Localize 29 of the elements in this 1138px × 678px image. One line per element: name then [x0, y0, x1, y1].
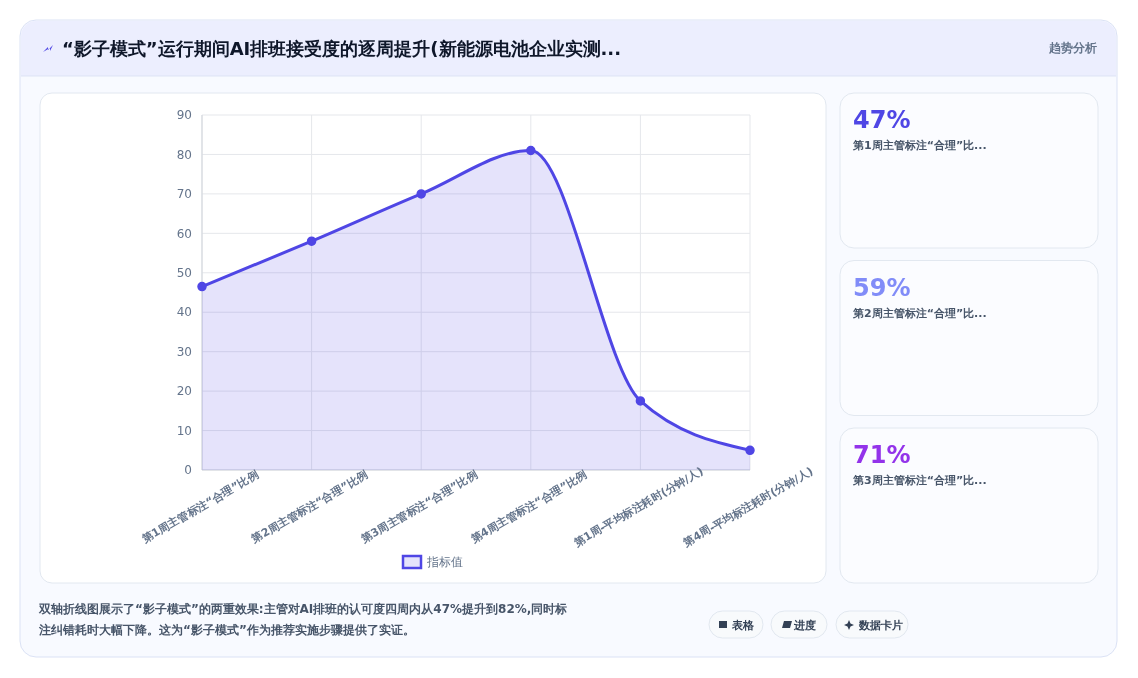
text: 第1周主管标注“合理”比...	[852, 139, 987, 152]
point	[745, 445, 755, 456]
point	[635, 396, 646, 406]
text: 第3周主管标注“合理”比...	[852, 474, 987, 487]
y-tick-label: 50	[176, 265, 192, 280]
text: 双轴折线图展示了“影子模式”的两重效果:主管对AI排班的认可度四周内从47%提升到82%,同时标注纠错耗时大幅下降。这为“影子模式”作为推荐实施步骤提供了实证。	[38, 602, 568, 637]
text: 表格	[731, 618, 755, 632]
text: 趋势分析	[1048, 41, 1097, 55]
text: 59%	[853, 273, 911, 302]
legend-label: 指标值	[426, 555, 463, 570]
point	[197, 281, 207, 292]
point	[526, 145, 536, 156]
y-tick-label: 60	[176, 226, 192, 241]
text: 47%	[853, 106, 911, 134]
y-tick-label: 10	[176, 423, 192, 438]
y-tick-label: 20	[176, 384, 192, 399]
point	[306, 236, 317, 246]
text: 第2周主管标注“合理”比...	[852, 306, 987, 320]
y-tick-label: 0	[184, 463, 192, 478]
text: 数据卡片	[858, 618, 903, 632]
y-tick-label: 30	[176, 344, 192, 359]
y-tick-label: 90	[176, 108, 192, 123]
text: 进度	[793, 618, 816, 632]
y-tick-label: 70	[176, 187, 192, 202]
chart-title: “影子模式”运行期间AI排班接受度的逐周提升(新能源电池企业实测...	[62, 38, 622, 59]
point	[416, 189, 426, 199]
text: 71%	[853, 441, 911, 469]
y-tick-label: 40	[176, 305, 192, 320]
y-tick-label: 80	[176, 147, 192, 162]
